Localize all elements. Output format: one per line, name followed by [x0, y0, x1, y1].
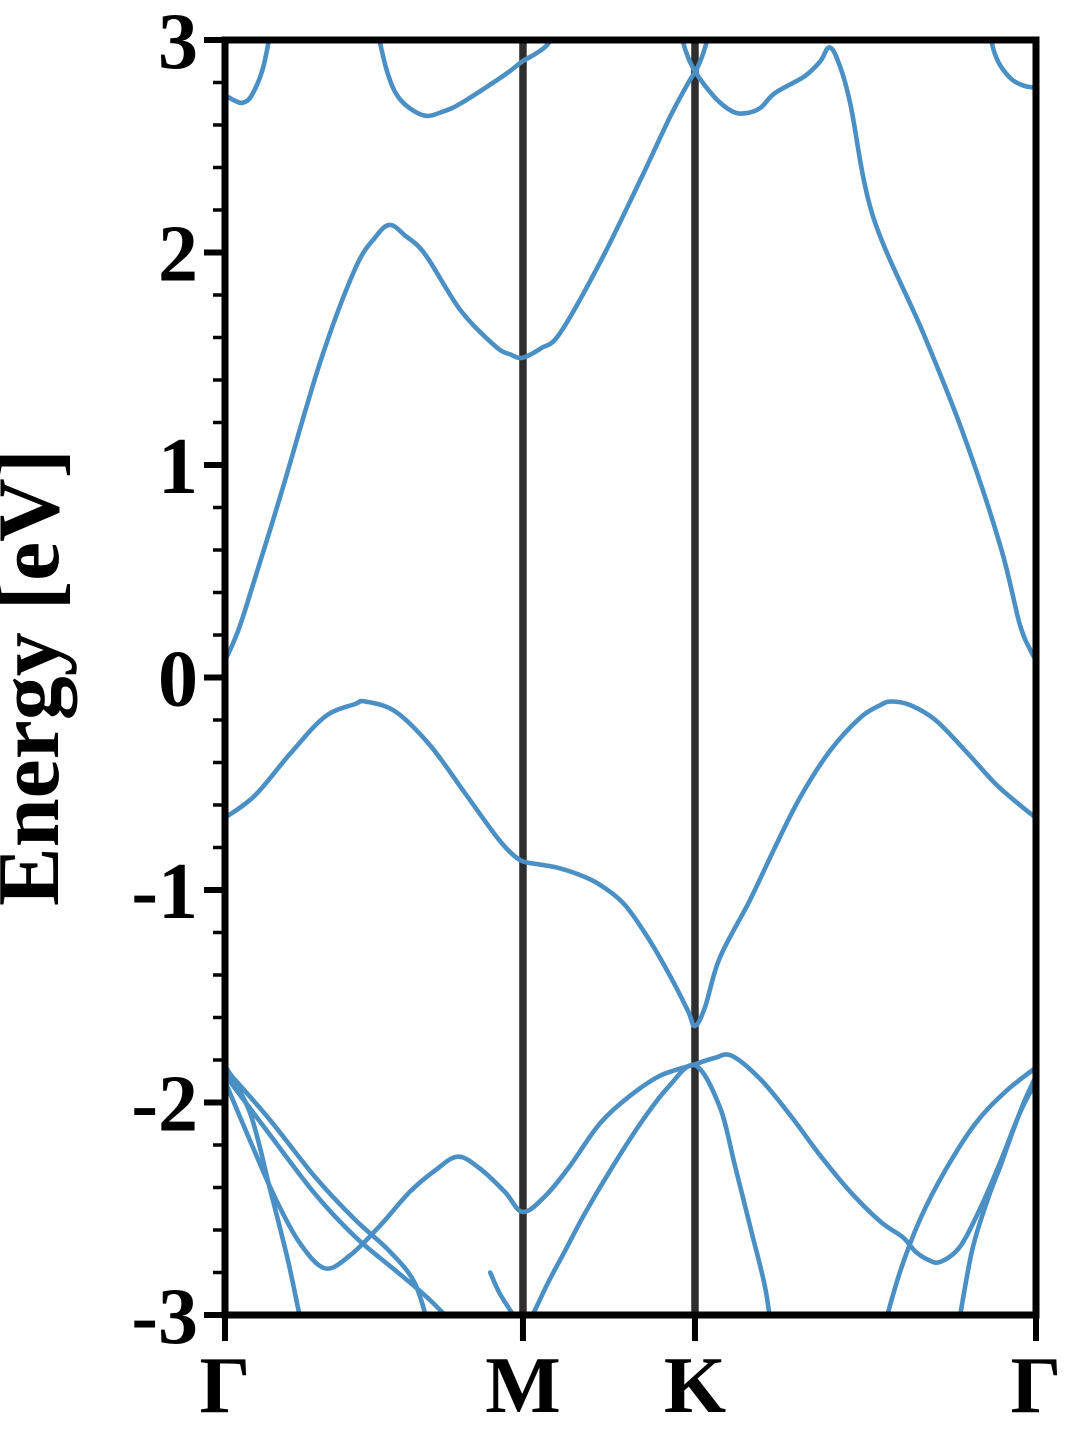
y-tick-label: -3 — [131, 1273, 198, 1361]
band-cb-top-left — [225, 40, 272, 106]
x-tick-label-Γ: Γ — [1011, 1342, 1062, 1430]
band-low-right-a — [885, 1065, 1036, 1315]
band-cb-top-right — [988, 40, 1036, 91]
band-cb-above-M — [377, 40, 554, 119]
x-tick-label-M: M — [485, 1342, 561, 1430]
y-tick-label: 1 — [158, 423, 198, 511]
y-tick-label: 0 — [158, 636, 198, 724]
y-tick-label: 3 — [158, 0, 198, 86]
y-tick-label: -2 — [131, 1061, 198, 1149]
band-low-pair-a — [225, 1066, 428, 1315]
y-tick-label: -1 — [131, 848, 198, 936]
bands-group — [225, 40, 1036, 1315]
band-low-pair-b — [225, 1072, 449, 1315]
band-cb-main — [225, 40, 710, 663]
plot-frame — [221, 36, 1040, 1319]
band-low-lambda-M-K — [487, 1062, 772, 1315]
band-low-w-band — [225, 1052, 1036, 1271]
band-cb-K-dip-peak-descent — [680, 40, 1036, 663]
band-valence-top — [225, 698, 1036, 1029]
x-tick-label-Γ: Γ — [200, 1342, 251, 1430]
y-axis-label: Energy [eV] — [0, 449, 78, 906]
band-low-right-b — [957, 1073, 1036, 1315]
x-tick-label-K: K — [664, 1342, 726, 1430]
y-tick-label: 2 — [158, 211, 198, 299]
